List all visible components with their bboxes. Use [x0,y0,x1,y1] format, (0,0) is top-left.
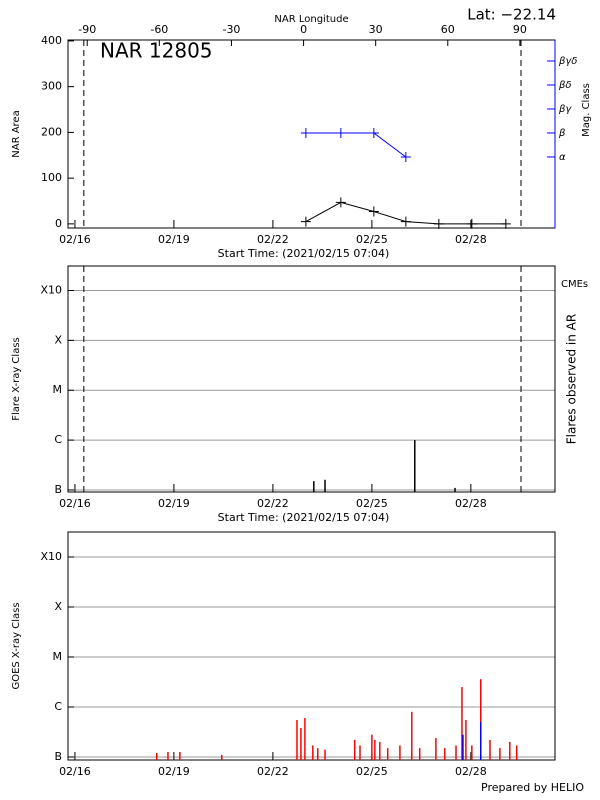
y2-axis-label: Flares observed in AR [565,314,579,444]
footer: Prepared by HELIO [481,781,584,794]
y2-axis-label: Mag. Class [581,83,592,137]
latitude: Lat: −22.14 [467,6,556,24]
x-tick-label: 02/25 [356,233,388,246]
y-tick-label: 100 [41,171,62,184]
point-marker [300,216,311,227]
y-tick-label: 0 [55,217,62,230]
x2-tick-label: 0 [300,23,307,36]
y-tick-label: 200 [41,125,62,138]
x-tick-label: 02/19 [158,765,190,778]
y-tick-label: M [53,650,63,663]
y-tick-label: 300 [41,80,62,93]
y-axis-label: NAR Area [11,110,22,157]
chart-title: NAR 12805 [100,39,213,63]
plot-frame [67,265,556,493]
x2-axis-label: NAR Longitude [274,14,348,25]
x-tick-label: 02/22 [257,233,289,246]
point-marker [368,206,379,217]
x-tick-label: 02/16 [59,765,91,778]
y-axis-label: Flare X-ray Class [11,337,22,421]
plot-frame [67,531,556,761]
x2-tick-label: -30 [222,23,240,36]
point-marker [466,218,477,229]
point-marker [433,218,444,229]
point-marker [400,216,411,227]
x2-tick-label: 30 [369,23,383,36]
point-marker [400,151,411,162]
point-marker [335,127,346,138]
x-tick-label: 02/28 [455,765,487,778]
series-line [305,132,407,158]
plot-frame [67,39,556,229]
x-tick-label: 02/28 [455,497,487,510]
y-tick-label: X10 [40,284,62,297]
y2-tick-label: β [558,128,566,139]
x-tick-label: 02/19 [158,497,190,510]
y-tick-label: C [54,433,62,446]
y2-tick-label: βγδ [558,56,577,67]
x2-tick-label: -90 [78,23,96,36]
y-tick-label: X10 [40,550,62,563]
x-axis-label: Start Time: (2021/02/15 07:04) [218,511,390,524]
y2-tick-label: βδ [558,80,572,91]
y-tick-label: B [54,483,62,496]
y2-tick-label: βγ [558,104,572,115]
point-marker [368,127,379,138]
point-marker [500,218,511,229]
y-tick-label: M [53,383,63,396]
y-tick-label: C [54,700,62,713]
y2-tick-label: α [559,152,566,163]
x-tick-label: 02/19 [158,233,190,246]
x-tick-label: 02/22 [257,497,289,510]
x-tick-label: 02/16 [59,233,91,246]
y-tick-label: 400 [41,34,62,47]
x-tick-label: 02/22 [257,765,289,778]
x-tick-label: 02/28 [455,233,487,246]
x2-tick-label: 60 [441,23,455,36]
cme-label: CMEs [561,279,588,290]
point-marker [335,197,346,208]
x2-tick-label: -60 [150,23,168,36]
x-tick-label: 02/25 [356,497,388,510]
x-axis-label: Start Time: (2021/02/15 07:04) [218,247,390,260]
x-tick-label: 02/25 [356,765,388,778]
y-axis-label: GOES X-ray Class [11,602,22,689]
y-tick-label: X [54,333,62,346]
y-tick-label: B [54,750,62,763]
point-marker [300,127,311,138]
y-tick-label: X [54,600,62,613]
x-tick-label: 02/16 [59,497,91,510]
x2-tick-label: 90 [513,23,527,36]
